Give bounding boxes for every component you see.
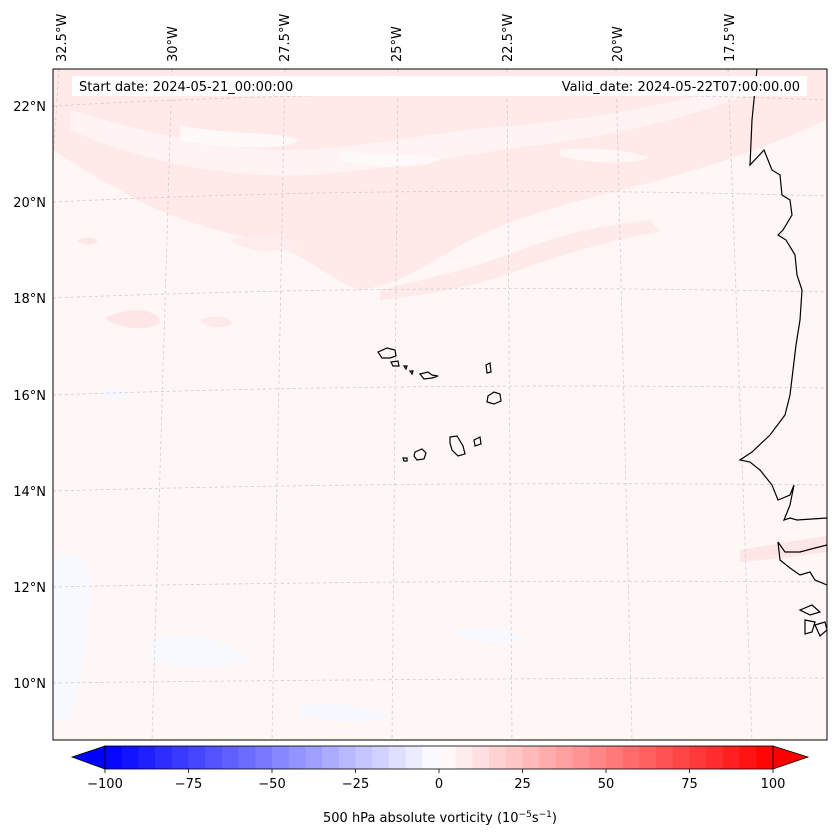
start-date-label: Start date: 2024-05-21_00:00:00 <box>79 80 293 95</box>
plot-frame <box>52 68 828 741</box>
lon-label-25w: 25°W <box>390 26 405 62</box>
lat-label-14n: 14°N <box>13 485 46 500</box>
colorbar-tick-label: −50 <box>258 777 285 792</box>
colorbar-segment <box>105 746 123 769</box>
island-maio <box>473 436 482 447</box>
colorbar-tick-label: −75 <box>175 777 202 792</box>
island-santo-antao <box>377 347 397 359</box>
colorbar: −100 −75 −50 −25 0 25 50 75 100 500 hPa absolute… <box>70 745 810 826</box>
header-bar <box>72 76 807 96</box>
coastlines <box>377 69 827 637</box>
island-boa-vista <box>486 391 502 405</box>
colorbar-segment <box>188 746 206 769</box>
colorbar-segment <box>338 746 356 769</box>
lat-label-22n: 22°N <box>13 100 46 115</box>
colorbar-segment <box>472 746 490 769</box>
colorbar-segments <box>105 746 774 769</box>
colorbar-ticks: −100 −75 −50 −25 0 25 50 75 100 <box>87 769 785 792</box>
colorbar-segment <box>221 746 240 769</box>
colorbar-segment <box>656 746 674 769</box>
island-sao-nicolau <box>408 370 439 380</box>
colorbar-segment <box>539 746 557 769</box>
lat-label-18n: 18°N <box>13 292 46 307</box>
colorbar-segment <box>322 746 340 769</box>
colorbar-segment <box>355 746 373 769</box>
colorbar-segment <box>689 746 707 769</box>
colorbar-tick-label: 50 <box>598 777 615 792</box>
lon-label-17-5w: 17.5°W <box>723 14 738 62</box>
colorbar-segment <box>722 746 741 769</box>
colorbar-segment <box>205 746 223 769</box>
colorbar-segment <box>121 746 139 769</box>
colorbar-segment <box>288 746 306 769</box>
island-sal <box>485 362 492 374</box>
colorbar-segment <box>388 746 407 769</box>
vorticity-field <box>53 69 827 740</box>
colorbar-segment <box>505 746 523 769</box>
colorbar-segment <box>589 746 607 769</box>
island-santa-luzia <box>402 365 408 371</box>
colorbar-segment <box>522 746 540 769</box>
colorbar-segment <box>439 746 457 769</box>
island-fogo <box>413 448 427 461</box>
colorbar-segment <box>606 746 624 769</box>
colorbar-segment <box>672 746 690 769</box>
lon-label-32-5w: 32.5°W <box>55 14 70 62</box>
colorbar-min-extension <box>70 745 106 770</box>
lon-label-20w: 20°W <box>611 26 626 62</box>
colorbar-segment <box>622 746 640 769</box>
lon-label-30w: 30°W <box>166 26 181 62</box>
colorbar-segment <box>455 746 473 769</box>
colorbar-segment <box>255 746 273 769</box>
colorbar-segment <box>422 746 440 769</box>
colorbar-segment <box>739 746 757 769</box>
lon-label-27-5w: 27.5°W <box>278 14 293 62</box>
lat-label-12n: 12°N <box>13 581 46 596</box>
colorbar-segment <box>138 746 156 769</box>
colorbar-tick-label: 25 <box>514 777 531 792</box>
colorbar-segment <box>756 746 774 769</box>
lat-label-10n: 10°N <box>13 677 46 692</box>
colorbar-segment <box>555 746 574 769</box>
lat-label-20n: 20°N <box>13 196 46 211</box>
colorbar-tick-label: −100 <box>87 777 123 792</box>
colorbar-tick-label: 0 <box>435 777 443 792</box>
island-sao-vicente <box>390 360 400 367</box>
colorbar-segment <box>706 746 724 769</box>
lon-label-22-5w: 22.5°W <box>501 14 516 62</box>
latitude-labels: 22°N 20°N 18°N 16°N 14°N 12°N 10°N <box>13 100 46 692</box>
colorbar-segment <box>272 746 290 769</box>
longitude-labels: 32.5°W 30°W 27.5°W 25°W 22.5°W 20°W 17.5… <box>55 14 738 62</box>
africa-coastline <box>738 69 827 637</box>
colorbar-segment <box>405 746 423 769</box>
colorbar-segment <box>489 746 507 769</box>
colorbar-segment <box>639 746 657 769</box>
colorbar-tick-label: 75 <box>681 777 698 792</box>
valid-date-label: Valid_date: 2024-05-22T07:00:00.00 <box>562 80 800 95</box>
colorbar-tick-label: 100 <box>761 777 786 792</box>
colorbar-segment <box>372 746 390 769</box>
colorbar-max-extension <box>772 745 810 770</box>
colorbar-segment <box>238 746 256 769</box>
lat-label-16n: 16°N <box>13 389 46 404</box>
colorbar-segment <box>572 746 590 769</box>
island-santiago <box>449 435 466 457</box>
colorbar-segment <box>171 746 189 769</box>
colorbar-segment <box>155 746 173 769</box>
colorbar-segment <box>305 746 323 769</box>
colorbar-tick-label: −25 <box>342 777 369 792</box>
island-brava <box>402 457 408 462</box>
colorbar-label: 500 hPa absolute vorticity (10−5s−1) <box>323 810 557 826</box>
